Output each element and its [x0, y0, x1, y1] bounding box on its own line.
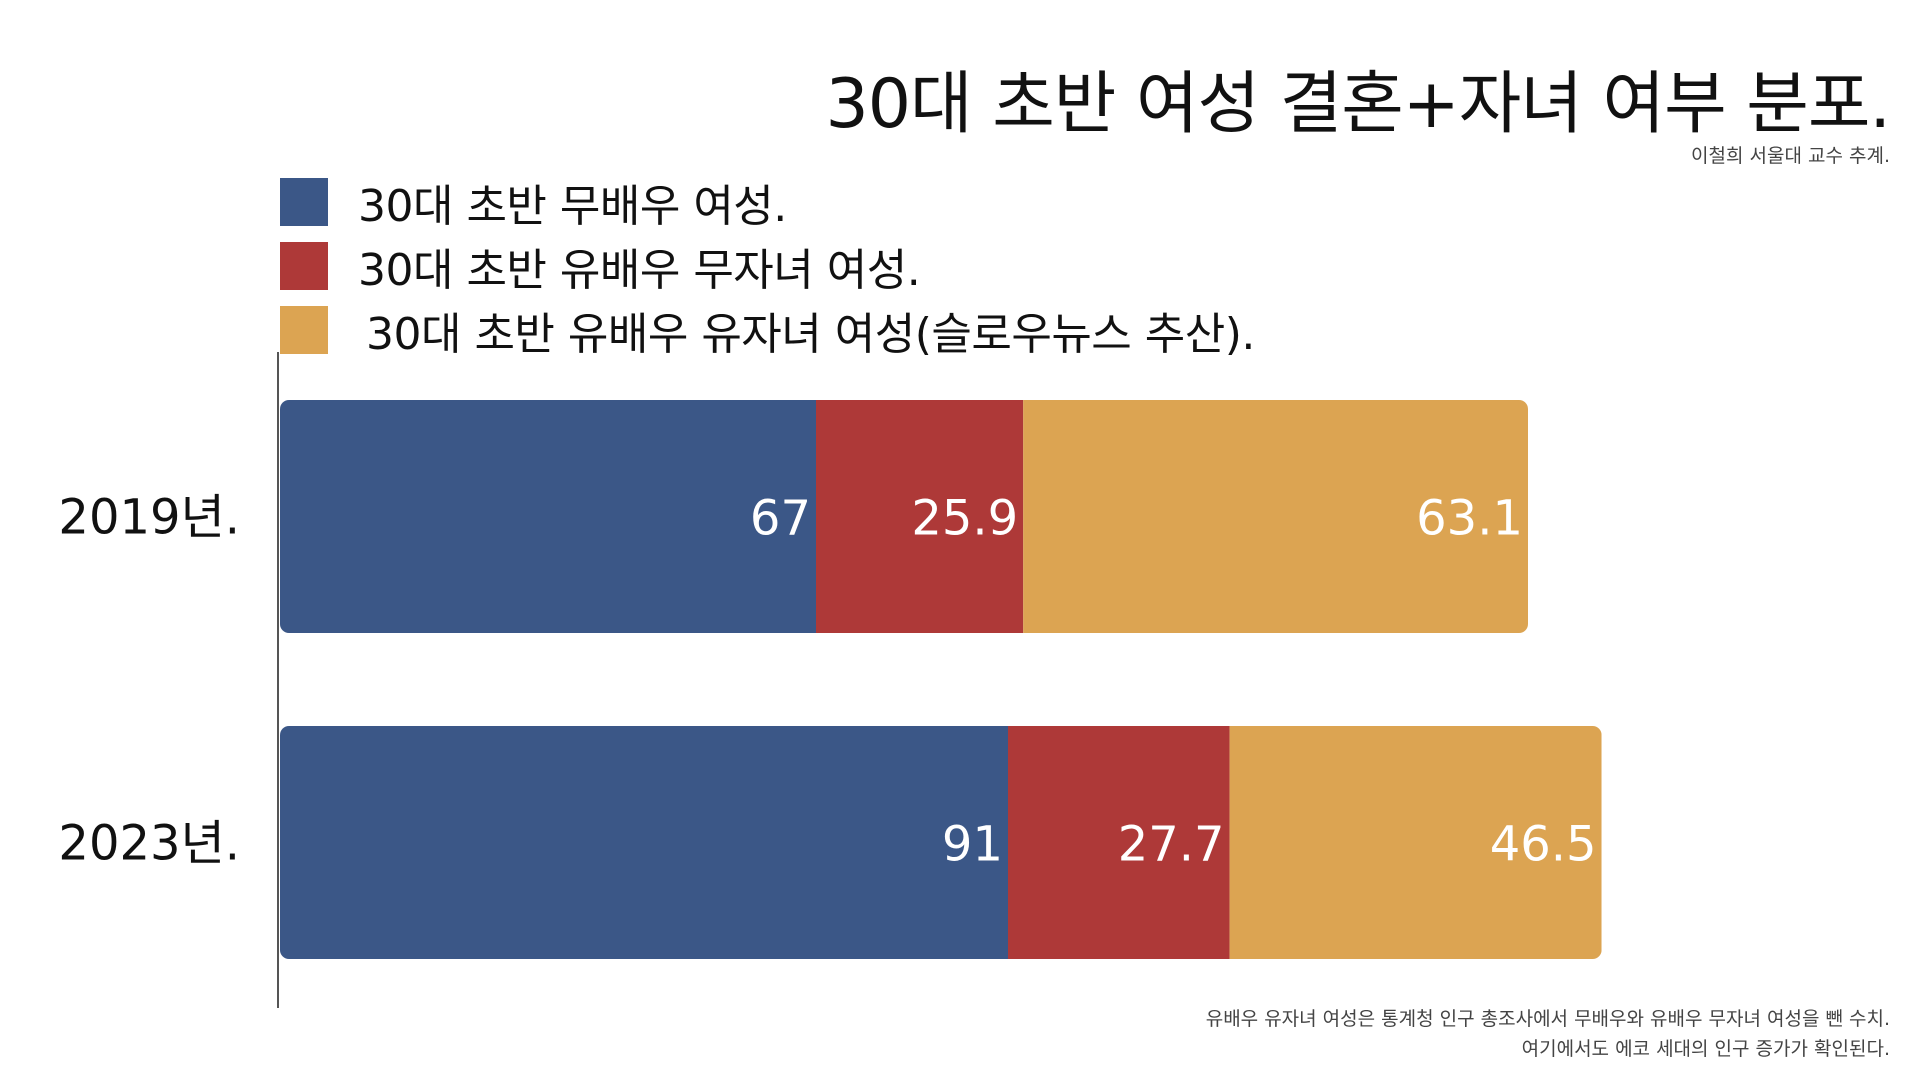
- legend-swatch-married-with-children: [280, 306, 328, 354]
- category-label-0: 2019년.: [58, 490, 240, 546]
- legend-swatch-married-no-children: [280, 242, 328, 290]
- bar-segment-1-1: [1008, 726, 1230, 959]
- footnote-2: 여기에서도 에코 세대의 인구 증가가 확인된다.: [1521, 1038, 1890, 1060]
- bar-segment-0-2: [1023, 400, 1528, 633]
- value-label-0-0: 67: [750, 491, 811, 547]
- value-label-1-0: 91: [942, 817, 1003, 873]
- value-label-1-2: 46.5: [1490, 817, 1597, 873]
- value-label-0-2: 63.1: [1416, 491, 1523, 547]
- chart-title: 30대 초반 여성 결혼+자녀 여부 분포.: [825, 65, 1891, 144]
- legend-label-married-with-children: 30대 초반 유배우 유자녀 여성(슬로우뉴스 추산).: [366, 309, 1255, 360]
- bar-row-1: [280, 726, 1602, 959]
- bar-segment-1-0: [280, 726, 1008, 959]
- legend-swatch-unmarried: [280, 178, 328, 226]
- footnote-1: 유배우 유자녀 여성은 통계청 인구 총조사에서 무배우와 유배우 무자녀 여성…: [1205, 1008, 1890, 1030]
- category-label-1: 2023년.: [58, 816, 240, 872]
- legend: 30대 초반 무배우 여성. 30대 초반 유배우 무자녀 여성. 30대 초반…: [280, 170, 1255, 362]
- source-credit: 이철희 서울대 교수 추계.: [1691, 145, 1890, 167]
- value-label-1-1: 27.7: [1118, 817, 1225, 873]
- bar-segment-0-1: [816, 400, 1024, 633]
- bar-row-0: [280, 400, 1528, 633]
- legend-item-married-no-children: 30대 초반 유배우 무자녀 여성.: [280, 234, 1255, 298]
- value-label-0-1: 25.9: [911, 491, 1018, 547]
- legend-item-married-with-children: 30대 초반 유배우 유자녀 여성(슬로우뉴스 추산).: [280, 298, 1255, 362]
- legend-item-unmarried: 30대 초반 무배우 여성.: [280, 170, 1255, 234]
- bar-segment-1-2: [1229, 726, 1602, 959]
- legend-label-unmarried: 30대 초반 무배우 여성.: [358, 181, 787, 232]
- bar-segment-0-0: [280, 400, 816, 633]
- legend-label-married-no-children: 30대 초반 유배우 무자녀 여성.: [358, 245, 921, 296]
